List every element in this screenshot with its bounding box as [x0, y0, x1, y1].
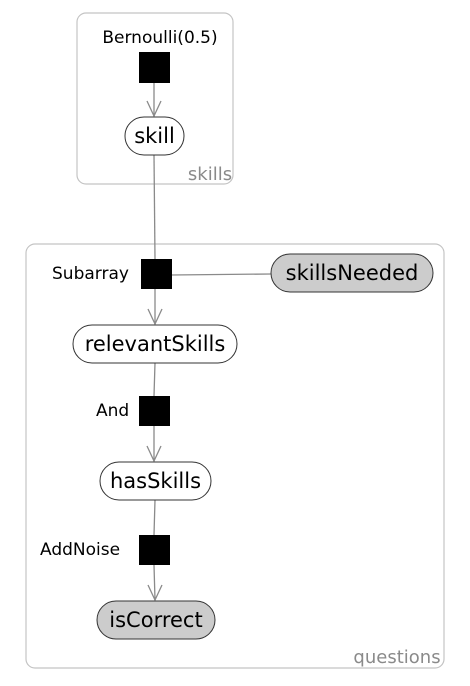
- edge-skill-to-subarray: [153, 154, 156, 260]
- and-factor: [139, 396, 170, 426]
- bernoulli-factor-label: Bernoulli(0.5): [102, 28, 217, 48]
- arrowhead-iscorrect: [147, 584, 163, 602]
- skillsneeded-node-label: skillsNeeded: [286, 261, 419, 285]
- arrowhead-relevantskills: [147, 308, 163, 326]
- edge-hasskills-to-addnoise: [153, 499, 156, 536]
- questions-plate-label: questions: [353, 647, 440, 668]
- bernoulli-factor: [139, 52, 170, 83]
- hasskills-node: [99, 461, 212, 501]
- and-factor-label: And: [96, 401, 129, 421]
- arrowhead-skill: [146, 100, 162, 118]
- arrowhead-hasskills: [146, 445, 162, 463]
- edge-addnoise-to-iscorrect: [153, 564, 156, 601]
- skill-node-label: skill: [134, 124, 175, 148]
- edge-skillsneeded-to-subarray: [170, 273, 272, 276]
- hasskills-node-label: hasSkills: [110, 469, 201, 493]
- addnoise-factor: [139, 535, 170, 565]
- questions-plate: [25, 243, 445, 669]
- edge-relevantskills-to-and: [153, 362, 156, 397]
- skills-plate: [76, 12, 234, 185]
- iscorrect-node: [96, 600, 216, 640]
- skill-node: [124, 116, 185, 156]
- subarray-factor: [141, 259, 172, 289]
- iscorrect-node-label: isCorrect: [109, 608, 202, 632]
- subarray-factor-label: Subarray: [52, 264, 129, 284]
- skills-plate-label: skills: [188, 164, 232, 185]
- relevantskills-node: [72, 324, 238, 364]
- relevantskills-node-label: relevantSkills: [85, 332, 226, 356]
- addnoise-factor-label: AddNoise: [40, 540, 120, 560]
- skillsneeded-node: [270, 253, 434, 293]
